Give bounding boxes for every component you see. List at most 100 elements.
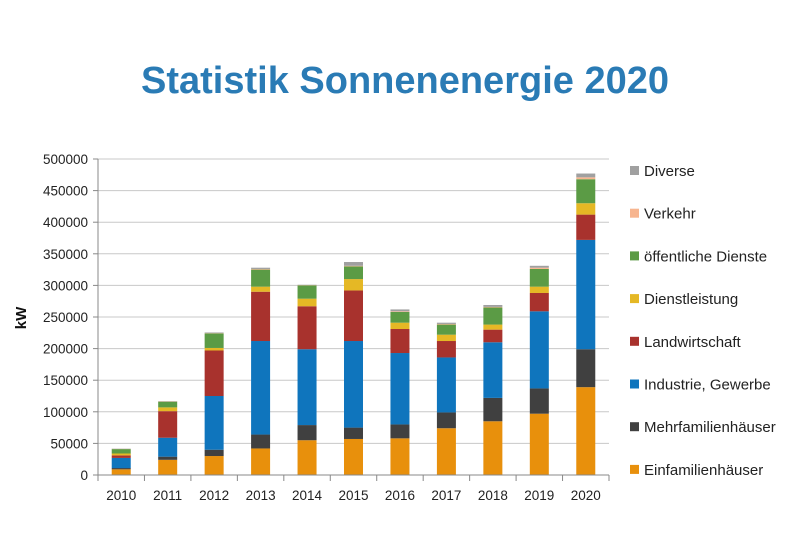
bar-segment — [436, 357, 456, 413]
bars — [111, 173, 596, 475]
bar-segment — [111, 453, 131, 456]
x-tick-label: 2016 — [385, 488, 415, 503]
bar-segment — [111, 457, 131, 469]
x-tick-label: 2011 — [153, 488, 182, 503]
bar-segment — [344, 262, 363, 266]
bar-segment — [436, 341, 456, 358]
bar-segment — [529, 268, 549, 287]
bar-segment — [390, 353, 410, 425]
y-tick-label: 100000 — [43, 405, 88, 420]
legend-label: Mehrfamilienhäuser — [644, 419, 776, 436]
bar-segment — [251, 286, 271, 292]
bar-segment — [251, 341, 271, 435]
bar-segment — [483, 304, 503, 307]
bar-segment — [529, 286, 549, 293]
bar-segment — [483, 306, 503, 308]
bar-segment — [251, 267, 271, 269]
bar-segment — [483, 307, 503, 325]
bar-segment — [529, 267, 549, 269]
bar-segment — [576, 203, 596, 215]
x-tick-label: 2017 — [431, 488, 461, 503]
bar-segment — [390, 311, 410, 323]
y-tick-label: 150000 — [43, 373, 88, 388]
bar-segment — [204, 350, 224, 396]
bar-segment — [483, 421, 503, 475]
legend-label: Industrie, Gewerbe — [644, 377, 771, 394]
x-tick-label: 2014 — [292, 488, 323, 503]
bar-segment — [390, 329, 410, 354]
y-axis-title: kW — [13, 306, 30, 329]
bar-segment — [111, 455, 131, 458]
bar-segment — [576, 349, 596, 388]
y-tick-label: 200000 — [43, 342, 88, 357]
legend-swatch — [630, 208, 639, 218]
legend-label: öffentliche Dienste — [644, 248, 767, 265]
bar-segment — [204, 456, 224, 475]
bar-segment — [529, 413, 549, 475]
bar-segment — [436, 412, 456, 429]
bar-segment — [158, 456, 178, 460]
x-tick-label: 2019 — [524, 488, 554, 503]
y-tick-label: 400000 — [43, 215, 88, 230]
y-tick-label: 500000 — [43, 152, 88, 167]
bar-segment — [111, 469, 131, 475]
y-tick-label: 350000 — [43, 247, 88, 262]
bar-segment — [576, 177, 596, 180]
legend-label: Verkehr — [644, 206, 696, 223]
bar-segment — [576, 387, 596, 475]
legend-swatch — [630, 166, 639, 175]
bar-segment — [483, 324, 503, 330]
bar-segment — [251, 269, 271, 287]
bar-segment — [390, 322, 410, 330]
bar-segment — [436, 323, 456, 325]
axes: 0 50000 100000 150000 200000 250000 300000 3500… — [43, 152, 610, 503]
legend-swatch — [630, 294, 639, 304]
bar-segment — [344, 341, 363, 428]
bar-segment — [344, 279, 363, 291]
bar-segment — [436, 322, 456, 324]
bar-segment — [111, 449, 131, 454]
bar-segment — [483, 329, 503, 343]
legend: Diverse Verkehr öffentliche Dienste Dienstl… — [630, 163, 776, 479]
bar-segment — [297, 425, 317, 441]
legend-swatch — [630, 336, 639, 346]
bar-segment — [436, 324, 456, 335]
bar-segment — [344, 266, 363, 280]
bar-segment — [204, 347, 224, 351]
bar-segment — [344, 438, 363, 475]
y-tick-label: 300000 — [43, 278, 88, 293]
bar-segment — [251, 448, 271, 475]
bar-segment — [529, 388, 549, 414]
chart-title: Statistik Sonnenenergie 2020 — [141, 60, 669, 102]
x-tick-label: 2015 — [338, 488, 368, 503]
legend-swatch — [630, 379, 639, 389]
legend-label: Einfamilienhäuser — [644, 462, 763, 479]
legend-swatch — [630, 422, 639, 432]
bar-segment — [390, 438, 410, 475]
bar-segment — [297, 298, 317, 307]
bar-segment — [297, 285, 317, 299]
bar-segment — [576, 173, 596, 178]
bar-segment — [390, 311, 410, 312]
bar-segment — [297, 349, 317, 426]
bar-segment — [251, 434, 271, 449]
bar-segment — [204, 449, 224, 457]
bar-segment — [529, 265, 549, 268]
legend-label: Diverse — [644, 163, 695, 180]
bar-segment — [344, 427, 363, 439]
x-tick-label: 2018 — [478, 488, 508, 503]
bar-segment — [436, 428, 456, 475]
bar-segment — [297, 306, 317, 350]
bar-segment — [483, 397, 503, 422]
bar-segment — [529, 292, 549, 312]
bar-segment — [111, 468, 131, 470]
bar-segment — [576, 179, 596, 204]
x-tick-label: 2010 — [106, 488, 136, 503]
y-tick-label: 450000 — [43, 184, 88, 199]
y-tick-label: 50000 — [50, 436, 88, 451]
bar-segment — [204, 332, 224, 334]
y-tick-label: 250000 — [43, 310, 88, 325]
bar-segment — [529, 311, 549, 389]
bar-segment — [576, 239, 596, 350]
